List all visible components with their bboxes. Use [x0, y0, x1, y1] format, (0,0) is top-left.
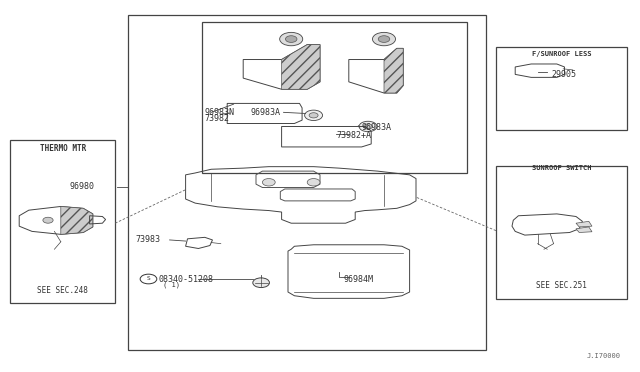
Text: 08340-51208: 08340-51208 — [159, 275, 214, 283]
Text: S: S — [147, 276, 150, 282]
Polygon shape — [576, 221, 592, 227]
Text: 73983: 73983 — [136, 235, 161, 244]
Text: J.I70000: J.I70000 — [587, 353, 621, 359]
Text: F/SUNROOF LESS: F/SUNROOF LESS — [532, 51, 591, 57]
Bar — [10, 140, 115, 303]
Text: 29905: 29905 — [552, 70, 577, 79]
Bar — [496, 46, 627, 130]
Text: 96980: 96980 — [70, 182, 95, 191]
Text: SUNROOF SWITCH: SUNROOF SWITCH — [532, 165, 591, 171]
Circle shape — [253, 278, 269, 288]
Circle shape — [140, 274, 157, 284]
Text: 73982+A: 73982+A — [336, 131, 371, 140]
Text: 96983N: 96983N — [205, 108, 235, 117]
Text: SEE SEC.251: SEE SEC.251 — [536, 281, 588, 290]
Text: THERMO MTR: THERMO MTR — [40, 144, 86, 153]
Text: ( 1): ( 1) — [163, 281, 180, 288]
Circle shape — [309, 113, 318, 118]
Polygon shape — [384, 48, 403, 93]
Circle shape — [262, 179, 275, 186]
Polygon shape — [61, 206, 93, 234]
Bar — [128, 15, 486, 350]
Polygon shape — [282, 45, 320, 89]
Circle shape — [359, 121, 377, 132]
Circle shape — [43, 217, 53, 223]
Text: 73982: 73982 — [205, 114, 230, 123]
Bar — [202, 22, 467, 173]
Circle shape — [364, 124, 372, 129]
Polygon shape — [576, 227, 592, 232]
Bar — [496, 166, 627, 299]
Text: 96983A: 96983A — [362, 123, 392, 132]
Circle shape — [305, 110, 323, 121]
Circle shape — [378, 36, 390, 42]
Circle shape — [372, 32, 396, 46]
Circle shape — [307, 179, 320, 186]
Text: 96984M: 96984M — [343, 275, 373, 284]
Text: 96983A: 96983A — [251, 108, 281, 117]
Text: SEE SEC.248: SEE SEC.248 — [37, 286, 88, 295]
Circle shape — [280, 32, 303, 46]
Circle shape — [285, 36, 297, 42]
